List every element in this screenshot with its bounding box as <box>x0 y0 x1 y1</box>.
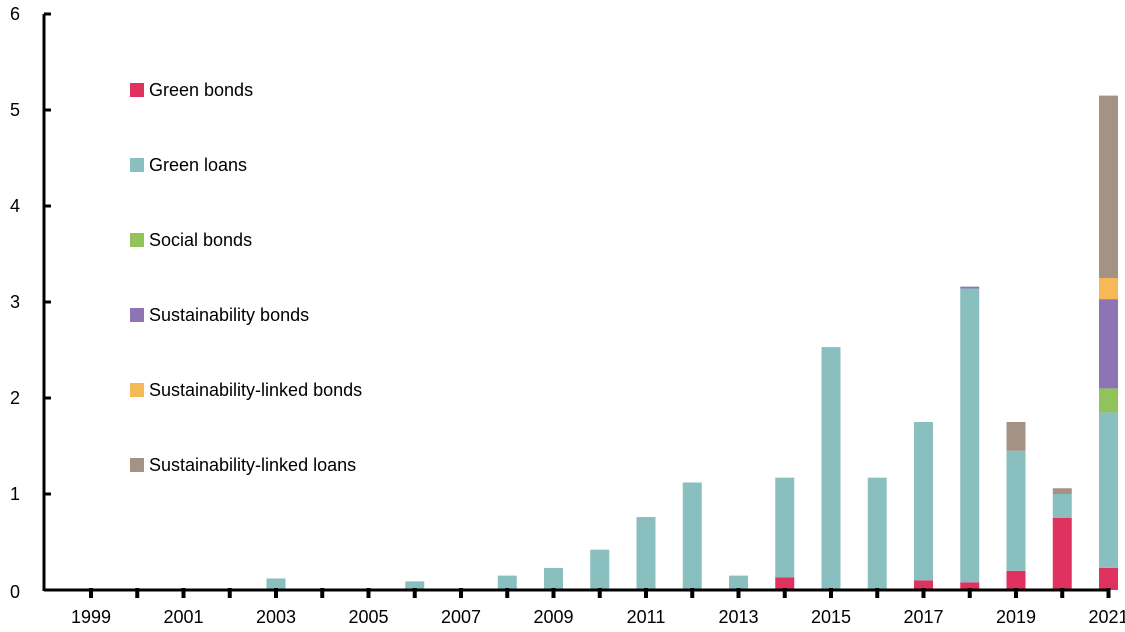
legend-label-sustainability-bonds: Sustainability bonds <box>149 305 309 325</box>
bar-social-bonds-2021 <box>1099 388 1118 413</box>
legend-label-sustainability-linked-bonds: Sustainability-linked bonds <box>149 380 362 400</box>
legend-swatch-green-loans <box>130 158 144 172</box>
y-tick-label: 5 <box>10 100 20 120</box>
y-axis-ticks: 0 1 2 3 4 5 6 <box>10 4 51 602</box>
bar-green-loans-2008 <box>497 575 517 590</box>
legend-swatch-sustainability-linked-bonds <box>130 383 144 397</box>
bar-green-loans-2020 <box>1052 494 1072 518</box>
bar-green-loans-2010 <box>590 549 610 590</box>
bar-green-bonds-2017 <box>914 580 933 590</box>
x-tick-label: 2003 <box>256 607 296 627</box>
y-tick-label: 2 <box>10 388 20 408</box>
bar-sustainability-linked-bonds-2021 <box>1099 278 1118 300</box>
bar-green-loans-2015 <box>821 347 841 590</box>
bar-green-loans-2016 <box>867 477 887 590</box>
bar-sustainability-linked-loans-2020 <box>1052 488 1072 494</box>
y-tick-label: 4 <box>10 196 20 216</box>
bar-sustainability-bonds-2018 <box>960 286 980 289</box>
bar-green-loans-2021 <box>1099 412 1118 568</box>
bar-green-bonds-2020 <box>1052 518 1072 590</box>
x-tick-label: 2013 <box>718 607 758 627</box>
x-axis-ticks: 1999 2001 2003 2005 2007 2009 2011 2013 2015 2017… <box>71 588 1125 627</box>
x-tick-label: 2005 <box>348 607 388 627</box>
bar-green-bonds-2019 <box>1006 570 1026 590</box>
bar-green-loans-2017 <box>914 422 933 581</box>
x-tick-label: 2001 <box>163 607 203 627</box>
bar-sustainability-linked-loans-2021 <box>1099 95 1118 278</box>
x-tick-label: 2009 <box>533 607 573 627</box>
x-tick-label: 2021 <box>1088 607 1125 627</box>
y-tick-label: 6 <box>10 4 20 24</box>
legend-label-social-bonds: Social bonds <box>149 230 252 250</box>
legend-swatch-sustainability-linked-loans <box>130 458 144 472</box>
legend-swatch-social-bonds <box>130 233 144 247</box>
bar-green-loans-2011 <box>636 517 656 590</box>
bar-green-loans-2006 <box>405 581 425 590</box>
x-tick-label: 2015 <box>811 607 851 627</box>
bar-green-loans-2012 <box>682 482 702 590</box>
x-tick-label: 2017 <box>903 607 943 627</box>
bar-green-bonds-2014 <box>775 577 795 590</box>
x-tick-label: 2007 <box>441 607 481 627</box>
x-tick-label: 2011 <box>627 607 666 627</box>
bar-sustainability-bonds-2021 <box>1099 299 1118 389</box>
y-tick-label: 0 <box>10 582 20 602</box>
legend-label-sustainability-linked-loans: Sustainability-linked loans <box>149 455 356 475</box>
bar-marks <box>266 95 1118 590</box>
bar-green-loans-2018 <box>960 288 980 583</box>
y-tick-label: 3 <box>10 292 20 312</box>
legend-swatch-sustainability-bonds <box>130 308 144 322</box>
legend-swatch-green-bonds <box>130 83 144 97</box>
bar-green-loans-2003 <box>266 578 286 590</box>
legend-label-green-bonds: Green bonds <box>149 80 253 100</box>
bar-sustainability-linked-loans-2019 <box>1006 422 1026 451</box>
bar-green-loans-2009 <box>544 567 563 590</box>
bar-green-loans-2014 <box>775 477 795 578</box>
bar-green-loans-2013 <box>729 575 748 590</box>
x-tick-label: 2019 <box>996 607 1036 627</box>
bar-green-loans-2019 <box>1006 450 1026 571</box>
legend-label-green-loans: Green loans <box>149 155 247 175</box>
axes <box>42 14 1110 592</box>
bar-green-bonds-2021 <box>1099 567 1118 590</box>
legend: Green bonds Green loans Social bonds Sustai… <box>130 80 362 475</box>
x-tick-label: 1999 <box>71 607 111 627</box>
y-tick-label: 1 <box>10 484 20 504</box>
bar-green-bonds-2018 <box>960 582 980 590</box>
